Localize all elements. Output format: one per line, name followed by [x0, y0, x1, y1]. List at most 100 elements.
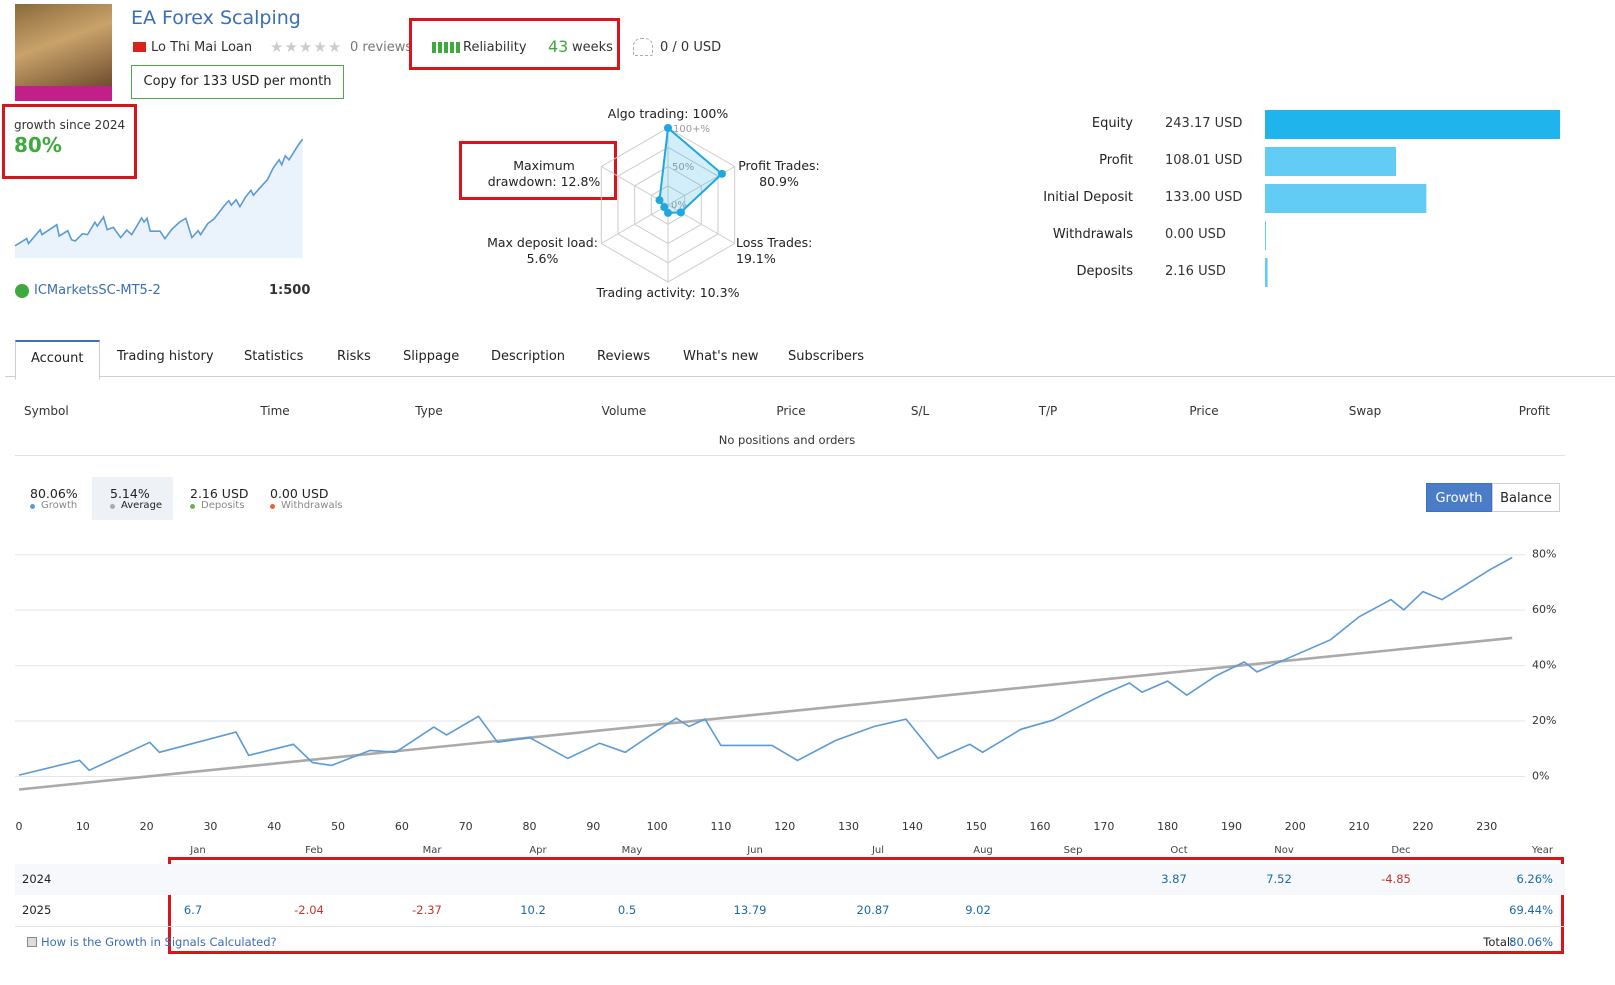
- column-header: Time: [260, 404, 290, 418]
- help-link[interactable]: How is the Growth in Signals Calculated?: [41, 935, 277, 949]
- month-row-bg: [15, 864, 1565, 895]
- broker[interactable]: ICMarketsSC-MT5-2: [34, 283, 161, 298]
- reliability: Reliability: [463, 40, 527, 55]
- stars: ★★★★★: [270, 38, 343, 56]
- account-value: 0.00 USD: [1165, 227, 1226, 242]
- month-value: -2.04: [294, 903, 324, 917]
- account-label: Withdrawals: [1052, 227, 1133, 242]
- row-divider: [15, 926, 1565, 927]
- x-tick-label: 200: [1285, 820, 1306, 833]
- month-header: Aug: [973, 845, 993, 856]
- x-tick-label: 130: [838, 820, 859, 833]
- month-value: 13.79: [733, 903, 767, 917]
- radar-label: Profit Trades: 80.9%: [738, 158, 820, 189]
- month-header: Jan: [190, 845, 206, 856]
- x-tick-label: 160: [1030, 820, 1051, 833]
- column-header: Volume: [601, 404, 647, 418]
- month-header: Jun: [747, 845, 763, 856]
- tab[interactable]: Trading history: [117, 349, 214, 364]
- radar-scale-label: 100+%: [673, 124, 710, 135]
- tab[interactable]: Reviews: [597, 349, 651, 364]
- x-tick-label: 100: [647, 820, 668, 833]
- toggle-button[interactable]: Balance: [1492, 483, 1560, 512]
- column-header: Symbol: [24, 404, 69, 418]
- month-header: Sep: [1063, 845, 1083, 856]
- funds: 0 / 0 USD: [660, 40, 722, 55]
- weeks-unit: weeks: [572, 40, 613, 55]
- legend-value: 80.06%: [30, 486, 78, 501]
- x-tick-label: 20: [140, 820, 154, 833]
- radar-spoke: [601, 204, 669, 244]
- legend-active-bg: [92, 477, 173, 520]
- legend-dot: [30, 504, 35, 509]
- reviews[interactable]: 0 reviews: [350, 40, 413, 55]
- y-tick-label: 40%: [1532, 659, 1556, 672]
- legend-value: 5.14%: [110, 486, 150, 501]
- highlight-box: [409, 18, 620, 70]
- toggle-button[interactable]: Growth: [1426, 483, 1492, 512]
- x-tick-label: 40: [267, 820, 281, 833]
- x-tick-label: 50: [331, 820, 345, 833]
- title[interactable]: EA Forex Scalping: [131, 7, 301, 29]
- month-header: May: [621, 845, 643, 856]
- empty-message: No positions and orders: [718, 433, 856, 447]
- row-year: 2025: [22, 903, 52, 917]
- x-tick-label: 140: [902, 820, 923, 833]
- series-line: [18, 636, 1513, 791]
- legend-dot: [110, 504, 115, 509]
- x-tick-label: 190: [1221, 820, 1242, 833]
- x-tick-label: 60: [395, 820, 409, 833]
- radar-point: [655, 196, 664, 205]
- series-line: [18, 556, 1513, 776]
- highlight-box: [459, 141, 617, 200]
- weeks: 43: [548, 37, 569, 56]
- x-tick-label: 170: [1093, 820, 1114, 833]
- tab[interactable]: Description: [491, 349, 566, 364]
- account-label: Deposits: [1076, 264, 1133, 279]
- tab[interactable]: Subscribers: [788, 349, 864, 364]
- x-tick-label: 110: [710, 820, 731, 833]
- account-value: 133.00 USD: [1165, 190, 1243, 205]
- radar-point: [717, 169, 726, 178]
- radar-point: [664, 124, 672, 132]
- column-header: Profit: [1518, 404, 1550, 418]
- radar-label: Max deposit load: 5.6%: [487, 235, 598, 266]
- tab[interactable]: Risks: [337, 349, 371, 364]
- avatar: [15, 4, 112, 101]
- x-tick-label: 210: [1349, 820, 1370, 833]
- tab[interactable]: Account: [15, 340, 100, 380]
- month-value: 0.5: [617, 903, 637, 917]
- tab[interactable]: Slippage: [403, 349, 460, 364]
- broker-check: [15, 284, 29, 298]
- account-label: Initial Deposit: [1043, 190, 1133, 205]
- legend-dot: [190, 504, 195, 509]
- flag: [133, 42, 146, 52]
- column-header: Type: [415, 404, 443, 418]
- month-header: Feb: [305, 845, 323, 856]
- x-tick-label: 180: [1157, 820, 1178, 833]
- radar-point: [676, 208, 685, 217]
- x-tick-label: 80: [523, 820, 537, 833]
- month-header: Mar: [422, 845, 442, 856]
- help-icon: [27, 937, 37, 947]
- copy-button[interactable]: Copy for 133 USD per month: [131, 65, 344, 99]
- author[interactable]: Lo Thi Mai Loan: [151, 40, 253, 55]
- radar-label: Maximum drawdown: 12.8%: [487, 158, 601, 189]
- tab[interactable]: What's new: [683, 349, 759, 364]
- account-bar: [1265, 184, 1427, 213]
- x-tick-label: 150: [966, 820, 987, 833]
- x-tick-label: 10: [76, 820, 90, 833]
- radar-label: Trading activity: 10.3%: [596, 285, 740, 300]
- account-label: Equity: [1091, 116, 1133, 131]
- month-value: -2.37: [412, 903, 442, 917]
- tab[interactable]: Statistics: [244, 349, 304, 364]
- column-header: Price: [776, 404, 806, 418]
- growth-label: growth since 2024: [14, 118, 126, 132]
- x-tick-label: 90: [586, 820, 600, 833]
- account-bar: [1265, 147, 1397, 176]
- month-header: Oct: [1170, 845, 1188, 856]
- sparkline-area: [15, 139, 303, 258]
- y-tick-label: 80%: [1532, 548, 1556, 561]
